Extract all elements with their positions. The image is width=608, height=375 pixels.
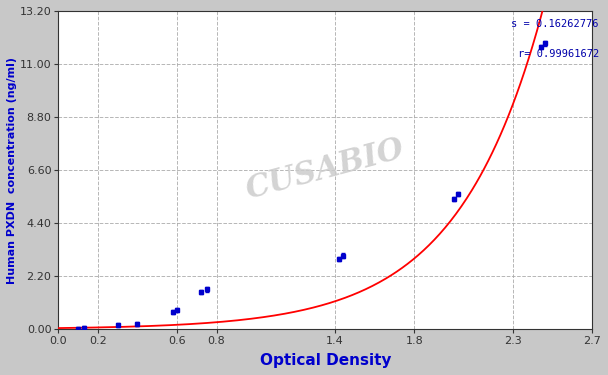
Text: s = 0.16262776: s = 0.16262776 [511,19,599,29]
Text: CUSABIO: CUSABIO [243,134,408,206]
X-axis label: Optical Density: Optical Density [260,353,391,368]
Text: r= 0.99961672: r= 0.99961672 [517,49,599,59]
Y-axis label: Human PXDN  concentration (ng/ml): Human PXDN concentration (ng/ml) [7,57,17,284]
